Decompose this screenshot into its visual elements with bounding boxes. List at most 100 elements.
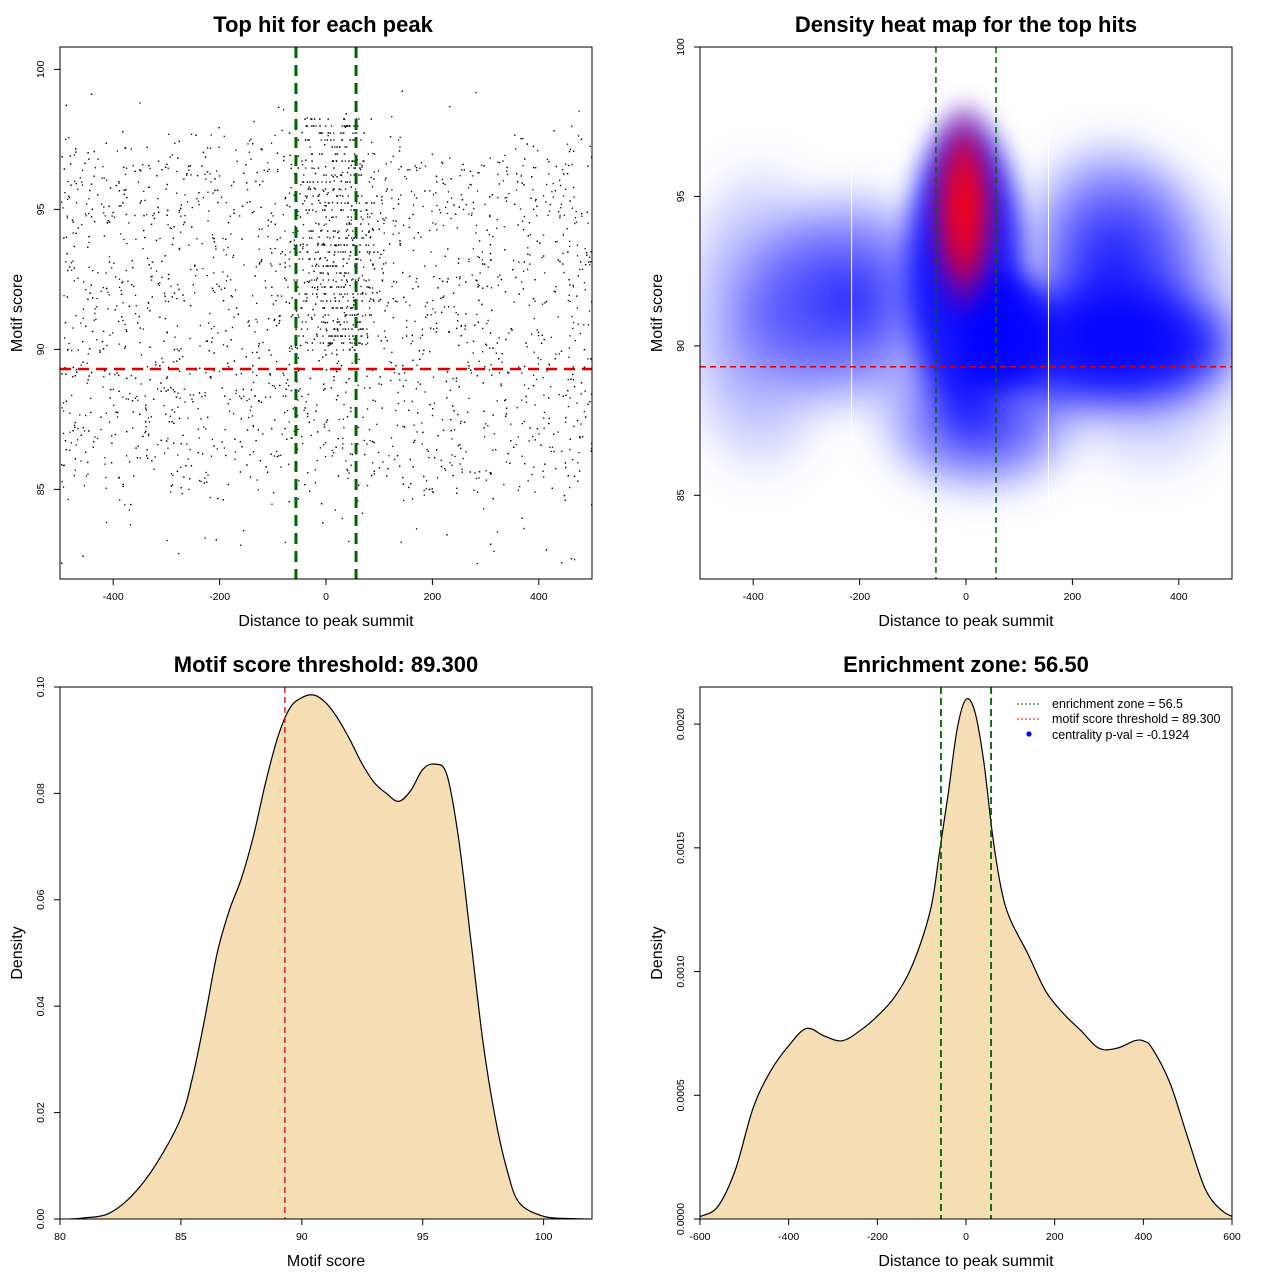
scatter-point (246, 201, 248, 204)
scatter-point (212, 237, 214, 239)
scatter-point (449, 157, 451, 159)
scatter-point (397, 198, 400, 200)
scatter-point (386, 340, 388, 342)
scatter-point (184, 194, 186, 196)
scatter-point (73, 245, 75, 248)
scatter-point (576, 255, 579, 257)
scatter-point (172, 474, 174, 476)
scatter-point (293, 248, 295, 250)
scatter-point (155, 270, 158, 272)
scatter-point (173, 361, 175, 363)
scatter-point (319, 258, 321, 260)
scatter-point (260, 401, 263, 404)
scatter-point (183, 388, 185, 390)
scatter-point (348, 222, 350, 224)
scatter-point (111, 332, 114, 334)
scatter-point (92, 446, 94, 449)
scatter-point (132, 411, 134, 413)
scatter-point (234, 458, 236, 460)
scatter-point (562, 195, 565, 197)
scatter-point (333, 132, 335, 134)
y-tick-label: 85 (35, 483, 47, 495)
scatter-point (86, 362, 88, 364)
scatter-point (150, 416, 152, 418)
scatter-point (285, 388, 287, 390)
scatter-point (459, 175, 461, 177)
scatter-point (413, 424, 415, 426)
scatter-point (84, 451, 87, 453)
scatter-point (544, 302, 546, 304)
scatter-point (421, 443, 423, 445)
scatter-point (76, 371, 78, 373)
scatter-point (245, 356, 247, 358)
distance-density-panel: Enrichment zone: 56.50 Distance to peak … (649, 652, 1241, 1270)
scatter-point (274, 134, 276, 137)
scatter-point (344, 328, 346, 330)
scatter-point (281, 129, 283, 132)
scatter-point (304, 139, 307, 141)
legend-label: enrichment zone = 56.5 (1052, 697, 1183, 711)
scatter-point (337, 438, 339, 440)
scatter-point (87, 246, 89, 248)
scatter-point (94, 308, 96, 310)
scatter-point (339, 146, 341, 148)
scatter-point (124, 347, 126, 350)
scatter-point (215, 248, 217, 250)
scatter-point (306, 212, 309, 214)
scatter-point (317, 195, 319, 197)
scatter-point (282, 372, 284, 374)
scatter-point (124, 147, 126, 149)
scatter-point (66, 215, 68, 217)
scatter-point (482, 327, 484, 330)
scatter-point (521, 182, 523, 184)
scatter-point (225, 330, 227, 332)
scatter-point (166, 183, 168, 186)
scatter-point (571, 373, 574, 376)
scatter-point (215, 539, 217, 541)
scatter-point (574, 222, 576, 225)
scatter-point (105, 272, 107, 274)
scatter-point (93, 319, 95, 321)
scatter-point (255, 318, 257, 321)
scatter-point (390, 437, 393, 439)
scatter-point (205, 178, 207, 180)
scatter-point (259, 460, 262, 462)
scatter-point (271, 265, 273, 267)
scatter-point (123, 238, 125, 241)
scatter-point (373, 178, 375, 180)
scatter-point (573, 196, 575, 198)
scatter-point (537, 334, 540, 337)
scatter-point (557, 316, 559, 318)
scatter-point (297, 155, 300, 158)
scatter-point (441, 178, 444, 181)
scatter-point (482, 263, 484, 265)
scatter-point (304, 195, 307, 197)
scatter-point (508, 332, 510, 334)
scatter-point (330, 300, 332, 302)
scatter-point (576, 402, 578, 404)
scatter-point (548, 173, 550, 175)
scatter-point (292, 314, 294, 316)
scatter-point (474, 472, 476, 474)
scatter-point (180, 443, 182, 445)
scatter-point (189, 337, 191, 340)
scatter-point (550, 450, 552, 453)
scatter-point (545, 201, 547, 203)
scatter-point (246, 399, 248, 402)
scatter-point (360, 139, 362, 141)
scatter-point (88, 266, 90, 268)
scatter-point (309, 377, 311, 380)
scatter-point (496, 227, 498, 229)
scatter-point (317, 181, 319, 183)
scatter-point (325, 181, 328, 183)
scatter-point (343, 275, 345, 277)
scatter-point (442, 162, 444, 165)
scatter-point (324, 455, 327, 458)
scatter-point (316, 286, 319, 288)
scatter-point (139, 169, 141, 171)
scatter-point (553, 130, 555, 132)
scatter-point (225, 280, 228, 282)
scatter-point (327, 118, 329, 120)
x-tick-label: -200 (867, 1231, 888, 1243)
